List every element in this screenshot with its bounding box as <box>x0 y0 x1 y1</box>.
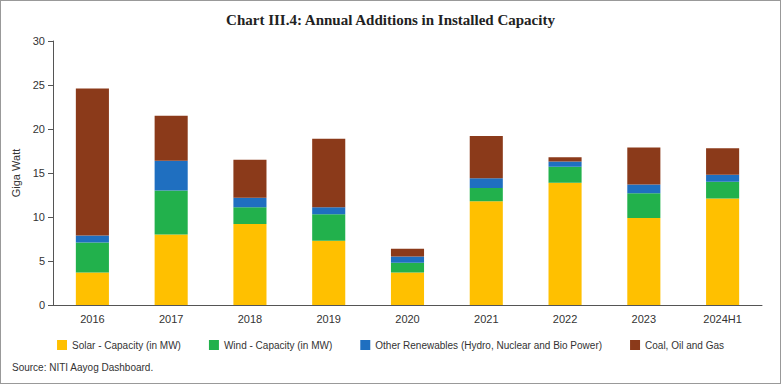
svg-text:20: 20 <box>33 123 45 135</box>
svg-text:2016: 2016 <box>80 313 104 325</box>
svg-text:10: 10 <box>33 211 45 223</box>
svg-text:2020: 2020 <box>395 313 419 325</box>
svg-text:15: 15 <box>33 167 45 179</box>
svg-text:2019: 2019 <box>316 313 340 325</box>
svg-text:Solar - Capacity (in MW): Solar - Capacity (in MW) <box>72 340 181 351</box>
svg-text:2024H1: 2024H1 <box>703 313 742 325</box>
svg-text:Chart III.4: Annual Additions: Chart III.4: Annual Additions in Install… <box>226 12 555 28</box>
svg-text:Coal, Oil and Gas: Coal, Oil and Gas <box>645 340 724 351</box>
svg-text:2023: 2023 <box>632 313 656 325</box>
svg-text:Wind - Capacity (in MW): Wind - Capacity (in MW) <box>224 340 332 351</box>
svg-text:2017: 2017 <box>159 313 183 325</box>
svg-text:25: 25 <box>33 79 45 91</box>
svg-text:Other Renewables (Hydro, Nucle: Other Renewables (Hydro, Nuclear and Bio… <box>375 340 602 351</box>
svg-text:2022: 2022 <box>553 313 577 325</box>
svg-text:0: 0 <box>39 299 45 311</box>
svg-text:30: 30 <box>33 35 45 47</box>
svg-text:Giga Watt: Giga Watt <box>10 149 22 198</box>
svg-text:2021: 2021 <box>474 313 498 325</box>
svg-text:5: 5 <box>39 255 45 267</box>
svg-text:Source: NITI Aayog Dashboard.: Source: NITI Aayog Dashboard. <box>12 362 153 373</box>
svg-text:2018: 2018 <box>238 313 262 325</box>
